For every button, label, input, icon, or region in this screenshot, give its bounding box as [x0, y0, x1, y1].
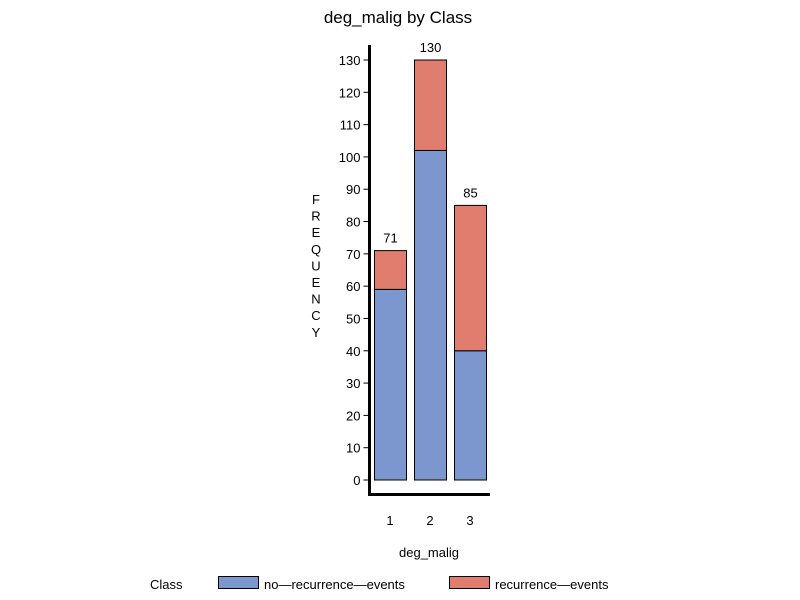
y-tick-label: 90: [346, 182, 360, 197]
y-label-letter: F: [312, 192, 320, 207]
axes: [368, 45, 490, 496]
bar-totals: 71 130 85: [383, 40, 477, 246]
bar-segment-no-recurrence: [414, 149, 447, 481]
y-label-letter: R: [311, 209, 320, 224]
y-tick-label: 60: [346, 279, 360, 294]
bar-segment-no-recurrence: [374, 288, 407, 481]
x-tick-label: 1: [386, 513, 393, 528]
bar-total-label: 71: [383, 231, 397, 246]
legend-label: no—recurrence—events: [264, 577, 405, 592]
bar-total-label: 130: [420, 40, 442, 55]
y-tick-label: 100: [339, 150, 361, 165]
y-label-letter: Y: [312, 325, 321, 340]
y-tick-label: 50: [346, 311, 360, 326]
y-tick-label: 10: [346, 441, 360, 456]
legend-swatch: [449, 576, 490, 589]
y-tick-label: 120: [339, 85, 361, 100]
bar-segment-recurrence: [414, 59, 447, 151]
y-label-letter: E: [312, 225, 321, 240]
bar-segment-recurrence: [454, 204, 487, 352]
chart-title: deg_malig by Class: [324, 8, 472, 27]
y-tick-label: 0: [353, 473, 360, 488]
y-tick-label: 110: [340, 118, 361, 133]
bars: [374, 59, 487, 481]
y-tick-label: 80: [346, 215, 360, 230]
y-tick-label: 130: [339, 53, 361, 68]
legend-title: Class: [150, 577, 183, 592]
y-label-letter: E: [312, 275, 321, 290]
y-tick-label: 20: [346, 408, 360, 423]
legend-swatch: [218, 576, 259, 589]
legend-label: recurrence—events: [495, 577, 609, 592]
bar-segment-no-recurrence: [454, 350, 487, 481]
legend: Class no—recurrence—events recurrence—eve…: [150, 576, 609, 592]
bar-total-label: 85: [463, 185, 477, 200]
bar-segment-recurrence: [374, 250, 407, 290]
y-axis-ticks: 0 10 20 30 40 50 60 70 80 90 100 110 120 130: [339, 53, 370, 488]
y-label-letter: N: [311, 292, 320, 307]
x-axis-ticks: 1 2 3: [386, 513, 473, 528]
y-label-letter: U: [311, 258, 320, 273]
x-tick-label: 2: [426, 513, 433, 528]
x-axis-label: deg_malig: [399, 545, 459, 560]
y-label-letter: Q: [311, 242, 321, 257]
y-tick-label: 40: [346, 344, 360, 359]
y-tick-label: 30: [346, 376, 360, 391]
x-tick-label: 3: [466, 513, 473, 528]
y-tick-label: 70: [346, 247, 360, 262]
y-label-letter: C: [311, 308, 320, 323]
